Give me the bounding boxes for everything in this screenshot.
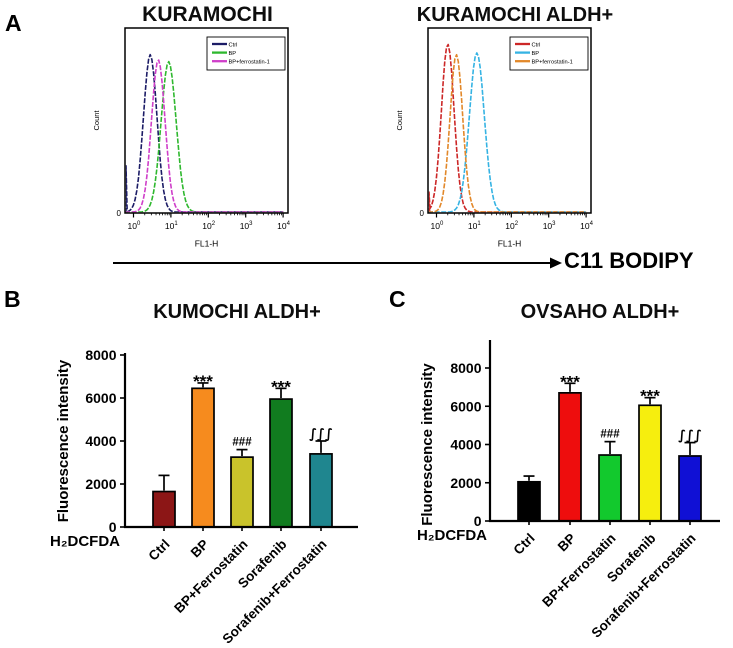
- flow-curve-BP: [125, 60, 284, 213]
- significance-BP: ***: [193, 372, 213, 391]
- x-tick-label: 100: [128, 221, 141, 231]
- category-label-BP: BP: [555, 531, 579, 555]
- bar-Ctrl: [152, 490, 176, 528]
- y-tick-label: 0: [109, 519, 117, 535]
- significance-BP+Ferrostatin: ###: [600, 429, 620, 441]
- y-axis-title: Fluorescence intensity: [419, 363, 436, 526]
- x-axis-title: FL1-H: [498, 239, 522, 249]
- bar-BP: [191, 387, 215, 528]
- x-tick-label: 102: [202, 221, 215, 231]
- bodipy-axis-label: C11 BODIPY: [564, 248, 694, 273]
- category-label-Ctrl: Ctrl: [146, 537, 173, 564]
- legend-label-BP+ferrostatin-1: BP+ferrostatin-1: [229, 60, 270, 66]
- bar-Sorafenib+Ferrostatin: [678, 455, 702, 522]
- legend-label-BP: BP: [532, 51, 540, 57]
- y-tick-label: 8000: [450, 360, 481, 376]
- assay-label: H₂DCFDA: [50, 533, 120, 550]
- y-tick-label: 4000: [450, 437, 481, 453]
- y-tick-label: 4000: [85, 433, 116, 449]
- flow-title-kuramochi: KURAMOCHI: [142, 3, 273, 26]
- bar-BP+Ferrostatin: [230, 456, 254, 528]
- y-tick-label: 2000: [450, 475, 481, 491]
- x-tick-label: 104: [277, 221, 290, 231]
- significance-Sorafenib+Ferrostatin: ∫∫∫: [309, 427, 333, 442]
- x-tick-label: 103: [240, 221, 253, 231]
- panel-b-label: B: [4, 286, 21, 312]
- x-tick-label: 100: [431, 221, 444, 231]
- legend-label-BP+ferrostatin-1: BP+ferrostatin-1: [532, 60, 573, 66]
- panel-a-label: A: [5, 10, 22, 36]
- y-tick-label: 8000: [85, 347, 116, 363]
- flow-curve-Ctrl: [125, 53, 284, 213]
- flow-curve-BP+ferrostatin-1: [125, 59, 284, 213]
- flow-histogram-kuramochi: 100 101 102 103 104 0 Count FL1-H Ctrl BP BP+ferro…: [92, 27, 291, 249]
- category-label-BP+Ferrostatin: BP+Ferrostatin: [539, 531, 618, 610]
- significance-BP+Ferrostatin: ###: [232, 437, 252, 449]
- category-label-BP: BP: [188, 537, 212, 561]
- y-origin-label: 0: [420, 209, 425, 218]
- x-tick-label: 104: [580, 221, 593, 231]
- flow-histogram-kuramochi-aldh: 100 101 102 103 104 0 Count FL1-H Ctrl BP BP+ferro…: [395, 27, 594, 249]
- bar-Ctrl: [517, 480, 541, 522]
- x-tick-label: 101: [165, 221, 178, 231]
- x-axis-title: FL1-H: [195, 239, 219, 249]
- panel-c-label: C: [389, 286, 406, 312]
- bar-Sorafenib+Ferrostatin: [309, 453, 333, 528]
- assay-label: H₂DCFDA: [417, 527, 487, 544]
- significance-Sorafenib+Ferrostatin: ∫∫∫: [678, 429, 702, 444]
- x-tick-label: 102: [505, 221, 518, 231]
- x-tick-label: 103: [543, 221, 556, 231]
- bar-Sorafenib: [269, 398, 293, 528]
- y-tick-label: 6000: [85, 390, 116, 406]
- bar-BP: [558, 392, 582, 522]
- y-axis-title: Count: [395, 110, 404, 131]
- category-label-Ctrl: Ctrl: [511, 531, 538, 558]
- bar-BP+Ferrostatin: [598, 454, 622, 522]
- y-axis-title: Count: [92, 110, 101, 131]
- y-tick-label: 2000: [85, 476, 116, 492]
- y-axis-title: Fluorescence intensity: [55, 359, 72, 522]
- y-tick-label: 0: [474, 513, 482, 529]
- significance-Sorafenib: ***: [640, 387, 660, 406]
- bar-title-kumochi-aldh: KUMOCHI ALDH+: [153, 301, 321, 323]
- flow-title-kuramochi-aldh: KURAMOCHI ALDH+: [416, 4, 614, 26]
- curves-group: [125, 53, 284, 213]
- flow-curve-BP+ferrostatin-1: [428, 53, 587, 213]
- x-tick-label: 101: [468, 221, 481, 231]
- curves-group: [428, 43, 587, 213]
- bar-chart-ovsaho-aldh: 0 2000 4000 6000 8000 Ctrl BP *** BP+Ferrostatin…: [417, 340, 720, 641]
- significance-BP: ***: [560, 372, 580, 391]
- legend-label-Ctrl: Ctrl: [532, 42, 541, 48]
- y-origin-label: 0: [117, 209, 122, 218]
- y-tick-label: 6000: [450, 398, 481, 414]
- bar-Sorafenib: [638, 404, 662, 522]
- legend-label-BP: BP: [229, 51, 237, 57]
- bar-title-ovsaho-aldh: OVSAHO ALDH+: [520, 301, 680, 323]
- flow-curve-BP: [428, 52, 587, 213]
- arrow-head-icon: [550, 257, 562, 269]
- legend-label-Ctrl: Ctrl: [229, 42, 238, 48]
- bodipy-axis-arrow: [113, 257, 562, 269]
- significance-Sorafenib: ***: [271, 377, 291, 396]
